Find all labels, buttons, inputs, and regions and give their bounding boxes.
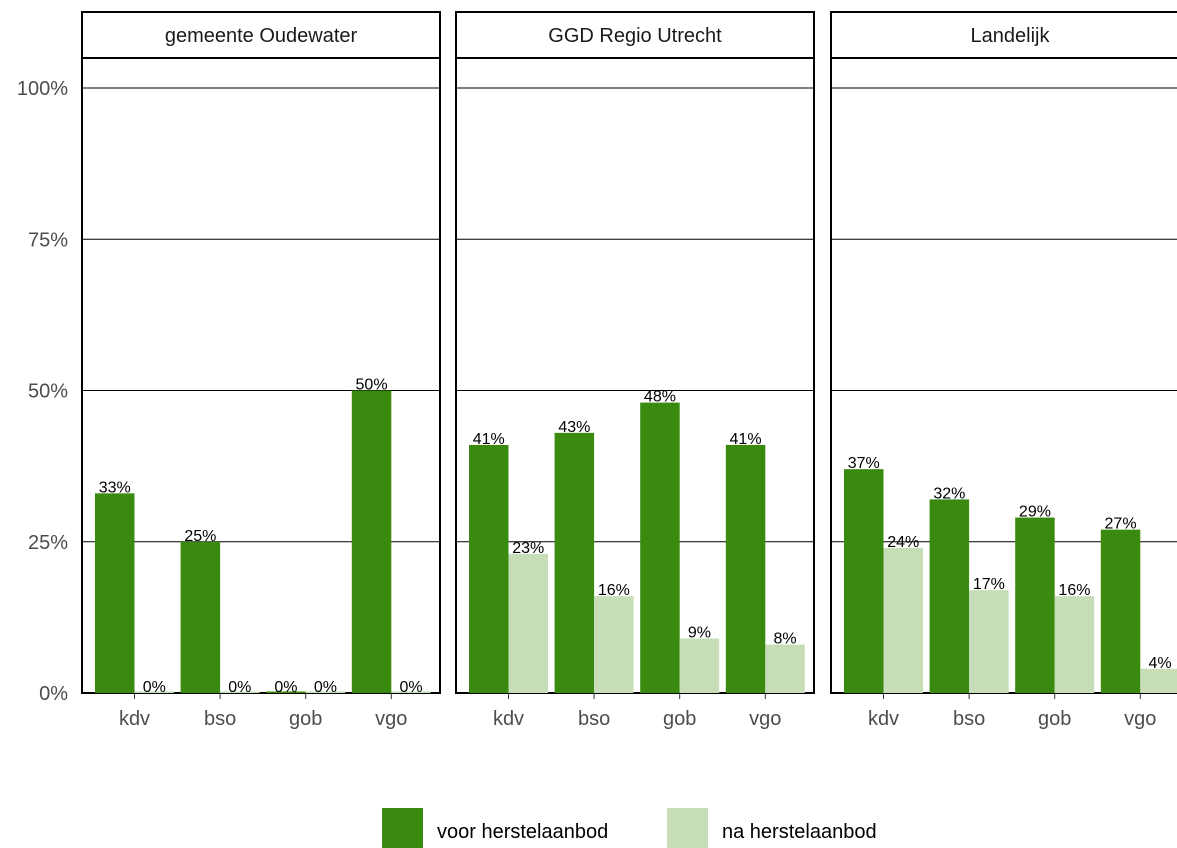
bar: [969, 590, 1009, 693]
x-tick-label: kdv: [119, 708, 150, 730]
facet-strip: [81, 11, 441, 59]
bar-label: 24%: [887, 534, 919, 551]
y-tick-label: 0%: [39, 683, 68, 705]
bar: [95, 493, 135, 693]
x-tick-label: gob: [289, 708, 322, 730]
bar-label: 9%: [688, 625, 711, 642]
bar: [594, 596, 634, 693]
x-tick-label: vgo: [1124, 708, 1156, 730]
legend-key: [667, 808, 708, 848]
bar-label: 16%: [1058, 582, 1090, 599]
bar-label: 48%: [644, 389, 676, 406]
x-tick-label: bso: [953, 708, 985, 730]
bar-label: 29%: [1019, 504, 1051, 521]
bar: [266, 691, 306, 693]
bar: [725, 444, 766, 693]
bar: [554, 432, 595, 693]
bar-label: 27%: [1105, 516, 1137, 533]
legend-label: voor herstelaanbod: [437, 821, 608, 843]
y-tick-label: 25%: [28, 532, 68, 554]
panel-border: [455, 57, 815, 694]
panel-border: [81, 57, 441, 694]
x-tick-label: bso: [578, 708, 610, 730]
bar: [844, 469, 884, 693]
facet-title: GGD Regio Utrecht: [548, 25, 722, 47]
bar: [134, 691, 174, 693]
bar-label: 0%: [143, 679, 166, 696]
facet-strip: [830, 11, 1177, 59]
legend-label: na herstelaanbod: [722, 821, 877, 843]
bar: [1015, 517, 1055, 693]
facet-strip: [455, 11, 815, 59]
facet-title: gemeente Oudewater: [165, 25, 358, 47]
bar-label: 16%: [598, 582, 630, 599]
bar-label: 8%: [773, 631, 796, 648]
bar-label: 41%: [730, 431, 762, 448]
bar-label: 4%: [1148, 655, 1171, 672]
x-tick-label: vgo: [375, 708, 407, 730]
bar: [1140, 668, 1177, 693]
x-tick-label: vgo: [749, 708, 781, 730]
bar-label: 25%: [184, 528, 216, 545]
x-tick-label: kdv: [868, 708, 899, 730]
bar-label: 43%: [558, 419, 590, 436]
bar-label: 41%: [473, 431, 505, 448]
bar: [351, 390, 392, 693]
bar: [679, 638, 720, 693]
x-tick-label: kdv: [493, 708, 524, 730]
bar-label: 23%: [512, 540, 544, 557]
bar-label: 37%: [848, 455, 880, 472]
bar-label: 0%: [274, 679, 297, 696]
bar: [508, 553, 548, 693]
y-tick-label: 100%: [17, 78, 68, 100]
facet-title: Landelijk: [971, 25, 1051, 47]
x-tick-label: bso: [204, 708, 236, 730]
bar: [765, 644, 805, 693]
bar-label: 0%: [399, 679, 422, 696]
bar: [391, 691, 431, 693]
y-tick-label: 50%: [28, 381, 68, 403]
bar-label: 32%: [933, 485, 965, 502]
bar: [469, 444, 509, 693]
bar-label: 50%: [356, 377, 388, 394]
x-tick-label: gob: [663, 708, 696, 730]
bar-label: 0%: [314, 679, 337, 696]
bar: [1054, 596, 1095, 693]
bar: [640, 402, 680, 693]
bar-label: 0%: [228, 679, 251, 696]
bar: [883, 547, 923, 693]
bar: [1100, 529, 1141, 693]
bar: [220, 691, 260, 693]
x-tick-label: gob: [1038, 708, 1071, 730]
legend-key: [382, 808, 423, 848]
bar-label: 33%: [99, 479, 131, 496]
bar: [305, 691, 346, 693]
bar: [180, 541, 221, 693]
bar-label: 17%: [973, 576, 1005, 593]
y-tick-label: 75%: [28, 229, 68, 251]
panel-border: [830, 57, 1177, 694]
bar: [929, 499, 970, 693]
